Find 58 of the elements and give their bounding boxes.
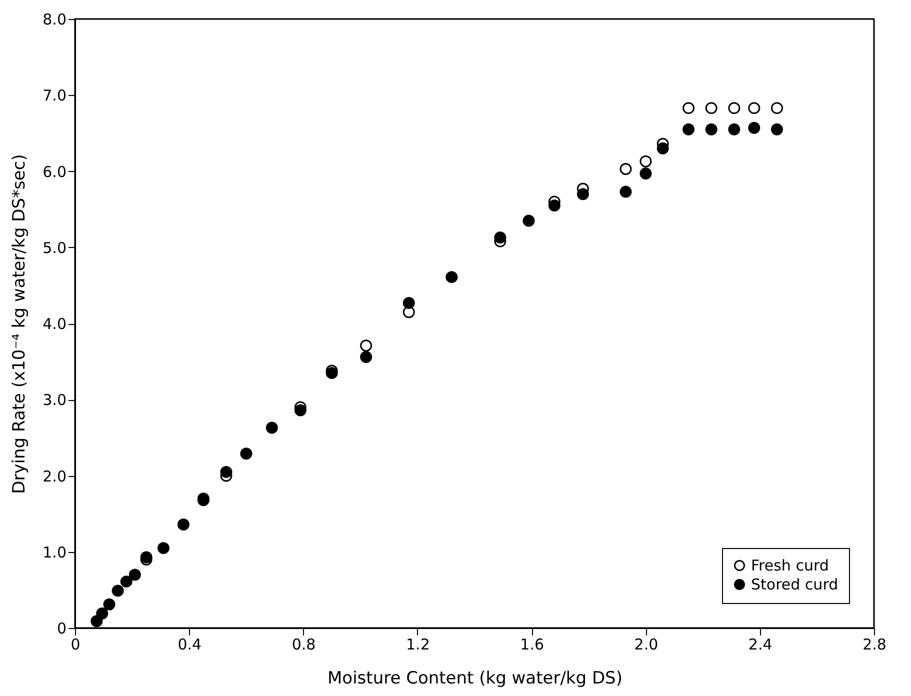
y-tick-label: 2.0 [42, 467, 66, 486]
point [728, 102, 740, 114]
x-tick-label: 2.8 [862, 636, 886, 654]
point [294, 404, 306, 416]
point [494, 231, 506, 244]
y-tick-label: 7.0 [42, 86, 66, 105]
point [770, 102, 783, 114]
point [157, 542, 170, 554]
point [620, 162, 632, 175]
point [96, 608, 108, 620]
point [728, 123, 740, 136]
point [402, 296, 415, 309]
point [103, 598, 116, 610]
point [640, 168, 652, 180]
y-tick-label: 3.0 [42, 391, 66, 410]
y-tick-label: 0 [56, 620, 66, 638]
point [748, 102, 760, 114]
point [326, 367, 338, 379]
y-tick-label: 6.0 [42, 162, 66, 181]
point [576, 188, 589, 200]
y-tick-label: 5.0 [42, 238, 66, 257]
y-axis-title: Drying Rate (x10⁻⁴ kg water/kg DS*sec) [10, 154, 30, 494]
point [240, 448, 252, 460]
point [128, 568, 141, 581]
x-axis-title: Moisture Content (kg water/kg DS) [328, 668, 622, 688]
x-tick-label: 1.6 [520, 636, 544, 654]
point [620, 186, 632, 198]
point [140, 551, 152, 564]
y-tick-label: 1.0 [42, 543, 66, 562]
point [682, 102, 695, 114]
point [446, 271, 458, 284]
x-tick-label: 1.2 [406, 636, 430, 654]
legend-label: Fresh curd [751, 556, 829, 574]
point [120, 576, 132, 588]
x-tick-label: 0 [70, 636, 80, 654]
point [522, 214, 535, 227]
point [770, 123, 783, 136]
point [656, 142, 669, 154]
point [177, 518, 190, 530]
point [360, 351, 372, 363]
point [548, 200, 560, 212]
point [266, 422, 278, 434]
point [705, 102, 718, 114]
point [360, 340, 372, 352]
point [220, 466, 232, 478]
y-tick-label: 4.0 [42, 315, 66, 333]
legend-label: Stored curd [751, 576, 838, 594]
x-tick-label: 0.4 [178, 636, 202, 654]
y-tick-label: 8.0 [42, 10, 66, 28]
point [705, 123, 718, 136]
point [640, 155, 652, 168]
point [112, 584, 124, 597]
x-tick-label: 2.0 [634, 636, 658, 654]
point [682, 123, 695, 136]
x-tick-label: 2.4 [748, 636, 772, 654]
x-tick-label: 0.8 [292, 636, 316, 654]
point [748, 122, 760, 134]
point [90, 615, 103, 628]
